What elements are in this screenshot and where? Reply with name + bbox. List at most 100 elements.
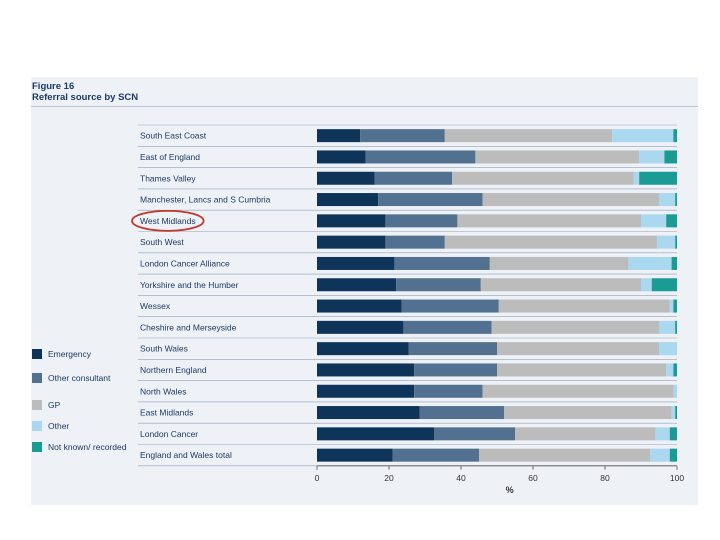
bar-segment — [675, 193, 677, 207]
category-label: Manchester, Lancs and S Cumbria — [140, 195, 271, 205]
bar-segment — [317, 214, 386, 228]
bar-segment — [675, 406, 677, 420]
bar-segment — [673, 299, 677, 313]
bar-segment — [639, 171, 677, 185]
bar-segment — [489, 256, 629, 270]
bar-segment — [666, 363, 674, 377]
bar-segment — [650, 448, 670, 462]
category-label: London Cancer — [140, 429, 198, 439]
bar-segments — [317, 129, 677, 462]
x-tick-label: 0 — [315, 473, 320, 483]
category-label: Cheshire and Merseyside — [140, 322, 237, 332]
bar-segment — [408, 342, 497, 356]
x-tick-label: 60 — [528, 473, 538, 483]
bar-segment — [317, 256, 395, 270]
bar-segment — [317, 129, 361, 143]
bar-segment — [659, 193, 676, 207]
bar-segment — [365, 150, 476, 164]
legend-label: Not known/ recorded — [48, 442, 127, 452]
category-label: Thames Valley — [140, 173, 196, 183]
bar-segment — [669, 448, 677, 462]
category-label: Yorkshire and the Humber — [140, 280, 239, 290]
bar-segment — [673, 384, 677, 398]
bar-segment — [317, 235, 386, 249]
bar-segment — [657, 235, 676, 249]
legend-label: GP — [48, 400, 61, 410]
bar-segment — [317, 299, 402, 313]
bar-segment — [671, 256, 677, 270]
bar-segment — [392, 448, 479, 462]
bar-segment — [669, 299, 674, 313]
bar-segment — [659, 320, 676, 334]
bar-segment — [612, 129, 674, 143]
category-label: London Cancer Alliance — [140, 258, 230, 268]
legend-swatch — [32, 442, 42, 452]
figure-title: Figure 16 — [32, 81, 75, 92]
bar-segment — [317, 342, 409, 356]
bar-segment — [497, 342, 659, 356]
bar-segment — [639, 150, 665, 164]
bar-segment — [671, 406, 676, 420]
bar-segment — [401, 299, 499, 313]
legend-label: Emergency — [48, 349, 91, 359]
bar-segment — [673, 129, 677, 143]
bar-segment — [317, 278, 397, 292]
bar-segment — [317, 150, 366, 164]
bar-segment — [675, 235, 677, 249]
bar-segment — [378, 193, 483, 207]
category-label: England and Wales total — [140, 450, 232, 460]
legend-swatch — [32, 349, 42, 359]
bar-segment — [673, 363, 677, 377]
highlight-layer — [131, 209, 205, 232]
x-axis-title: % — [506, 485, 514, 495]
bar-segment — [666, 214, 677, 228]
bar-segment — [504, 406, 672, 420]
bar-segment — [394, 256, 490, 270]
category-label: North Wales — [140, 386, 186, 396]
bar-segment — [498, 299, 670, 313]
bar-segment — [641, 214, 667, 228]
bar-segment — [396, 278, 481, 292]
bar-segment — [403, 320, 492, 334]
legend-label: Other consultant — [48, 373, 111, 383]
x-tick-label: 80 — [600, 473, 610, 483]
bar-segment — [664, 150, 677, 164]
bar-segment — [651, 278, 677, 292]
bar-segment — [628, 256, 672, 270]
title-divider — [31, 106, 698, 107]
bar-segment — [414, 363, 497, 377]
category-label: South West — [140, 237, 184, 247]
legend-swatch — [32, 373, 42, 383]
bar-segment — [515, 427, 656, 441]
bar-segment — [482, 193, 659, 207]
x-tick-label: 40 — [456, 473, 466, 483]
bar-segment — [385, 235, 445, 249]
category-label: Wessex — [140, 301, 171, 311]
category-label: East of England — [140, 152, 200, 162]
x-tick-label: 100 — [670, 473, 684, 483]
bar-segment — [360, 129, 445, 143]
category-label: West Midlands — [140, 216, 196, 226]
bar-segment — [475, 150, 640, 164]
category-label: South East Coast — [140, 131, 207, 141]
figure-subtitle: Referral source by SCN — [32, 92, 139, 103]
bar-segment — [434, 427, 515, 441]
bar-segment — [414, 384, 483, 398]
bar-segment — [482, 384, 674, 398]
bar-segment — [317, 448, 393, 462]
bar-segment — [633, 171, 640, 185]
bar-segment — [317, 427, 434, 441]
bar-segment — [444, 235, 658, 249]
legend-swatch — [32, 400, 42, 410]
bar-segment — [385, 214, 458, 228]
bar-segment — [317, 406, 420, 420]
highlight-ellipse — [131, 209, 205, 232]
bar-segment — [641, 278, 652, 292]
category-label: East Midlands — [140, 408, 193, 418]
bar-segment — [479, 448, 650, 462]
bar-segment — [317, 363, 415, 377]
bar-segment — [655, 427, 670, 441]
bar-segment — [659, 342, 677, 356]
bar-segment — [675, 320, 677, 334]
